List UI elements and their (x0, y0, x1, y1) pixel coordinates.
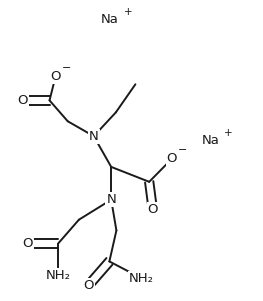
Text: N: N (89, 130, 99, 143)
Text: −: − (178, 145, 188, 155)
Text: O: O (50, 70, 61, 83)
Text: −: − (62, 63, 71, 73)
Text: O: O (166, 152, 177, 165)
Text: NH₂: NH₂ (45, 269, 71, 282)
Text: NH₂: NH₂ (129, 272, 154, 285)
Text: +: + (124, 7, 132, 17)
Text: O: O (148, 203, 158, 216)
Text: O: O (17, 94, 28, 107)
Text: O: O (22, 237, 33, 250)
Text: Na: Na (101, 13, 119, 26)
Text: +: + (224, 128, 233, 138)
Text: N: N (106, 193, 116, 206)
Text: Na: Na (202, 135, 220, 147)
Text: O: O (83, 279, 94, 292)
